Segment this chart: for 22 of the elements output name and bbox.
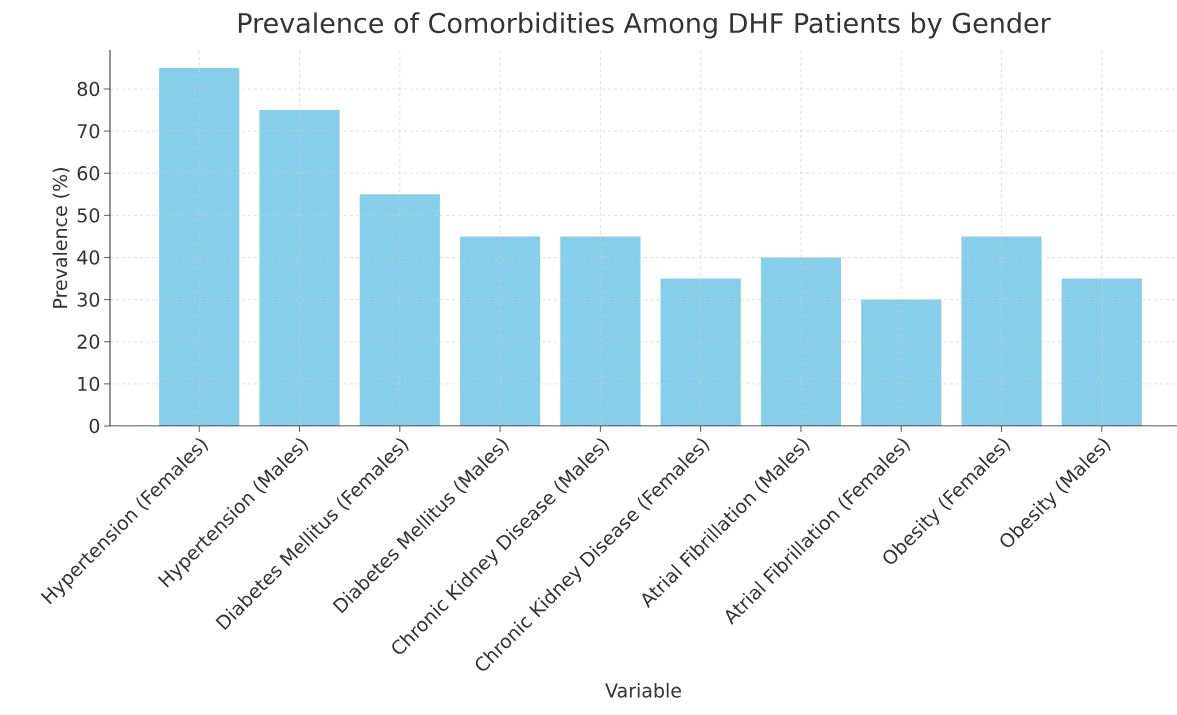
y-tick-label: 70 [77,123,100,139]
x-axis-title: Variable [605,682,681,698]
y-tick-label: 80 [77,81,100,97]
bar [459,236,541,426]
bar [660,278,741,426]
bar [259,110,340,426]
bar [861,299,942,426]
bar [1061,278,1142,426]
bar [159,67,240,426]
bar [961,236,1042,426]
y-axis-title: Prevalence (%) [52,168,70,308]
bar [560,236,641,426]
bar [760,257,842,426]
y-tick-label: 0 [89,418,100,434]
y-tick-label: 40 [77,250,100,265]
y-tick-label: 30 [77,292,100,307]
y-tick-label: 10 [78,376,100,392]
y-tick-label: 60 [77,166,100,181]
y-tick-label: 20 [77,334,100,349]
chart-title: Prevalence of Comorbidities Among DHF Patients by Gender [238,12,1051,39]
y-tick-label: 50 [77,208,100,223]
bar [359,194,440,426]
